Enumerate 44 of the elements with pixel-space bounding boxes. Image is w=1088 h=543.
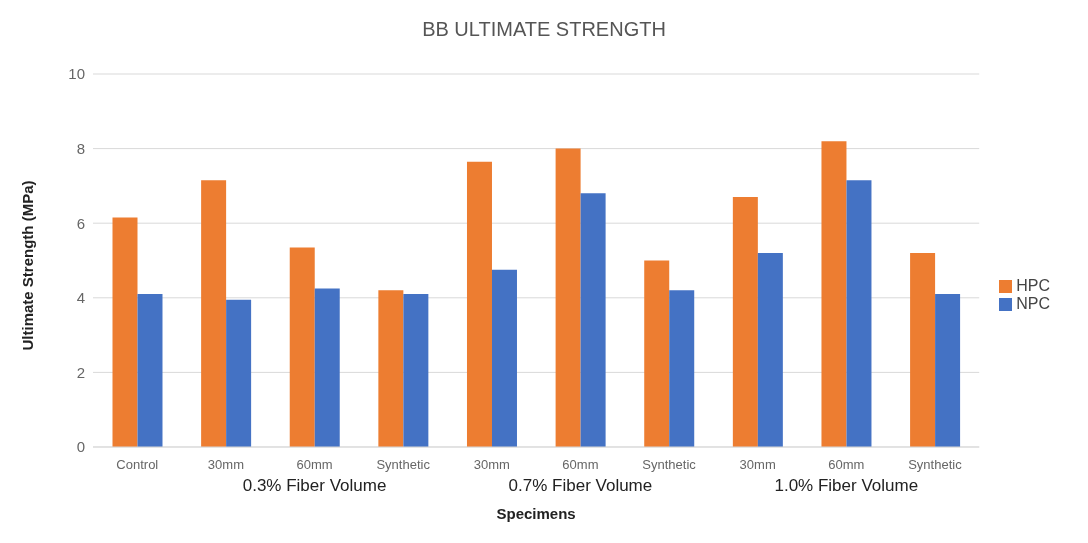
bar xyxy=(403,294,429,447)
bar xyxy=(491,269,517,447)
chart-title: BB ULTIMATE STRENGTH xyxy=(421,17,667,42)
x-tick-label: Synthetic xyxy=(908,457,963,472)
y-axis-title: Ultimate Strength (MPa) xyxy=(19,180,37,351)
y-tick-label: 2 xyxy=(76,363,85,381)
x-tick-label: 60mm xyxy=(828,457,865,472)
bar xyxy=(314,288,340,447)
bar xyxy=(757,253,783,447)
bar xyxy=(580,193,606,447)
text: 1.0% Fiber Volume xyxy=(774,476,919,495)
x-tick-label: 30mm xyxy=(739,457,776,472)
bar xyxy=(669,290,695,447)
bar xyxy=(137,294,163,447)
bar xyxy=(846,180,872,447)
bar xyxy=(821,141,847,447)
x-tick-label: Synthetic xyxy=(642,457,697,472)
x-tick-label: 60mm xyxy=(562,457,599,472)
bar xyxy=(644,260,670,447)
bar xyxy=(112,217,138,447)
text: 0.7% Fiber Volume xyxy=(508,476,653,495)
y-tick-label: 6 xyxy=(76,214,85,232)
bar xyxy=(910,253,936,447)
bar xyxy=(935,294,961,447)
bar xyxy=(732,197,758,447)
bar xyxy=(289,247,315,447)
x-tick-label: Control xyxy=(116,457,159,472)
y-tick-label: 8 xyxy=(76,139,85,157)
x-tick-label: 60mm xyxy=(296,457,333,472)
bar xyxy=(201,180,227,447)
text: 0.3% Fiber Volume xyxy=(242,476,387,495)
bar xyxy=(466,161,492,447)
legend-label: NPC xyxy=(1016,294,1050,312)
legend-label: HPC xyxy=(1016,276,1050,294)
y-tick-label: 4 xyxy=(76,289,85,307)
bar xyxy=(378,290,404,447)
x-tick-label: 30mm xyxy=(207,457,244,472)
y-tick-label: 0 xyxy=(76,438,85,456)
x-tick-label: 30mm xyxy=(473,457,510,472)
y-tick-label: 10 xyxy=(68,65,85,83)
bar xyxy=(226,299,252,447)
bar xyxy=(555,148,581,447)
x-tick-label: Synthetic xyxy=(376,457,431,472)
x-axis-title: Specimens xyxy=(496,505,576,522)
